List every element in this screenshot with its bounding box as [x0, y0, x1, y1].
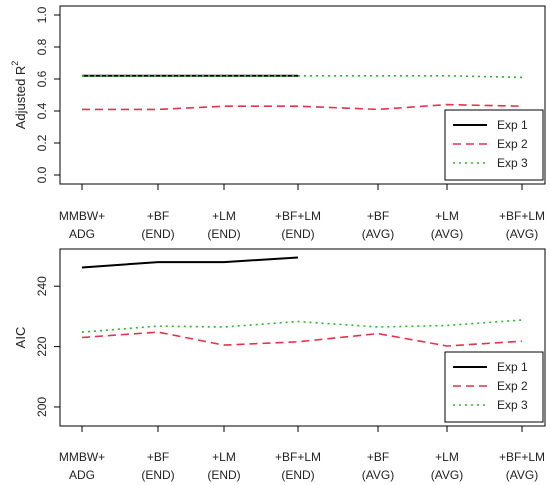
x-tick-label: +BF	[147, 209, 169, 223]
x-tick-label: +BF+LM	[499, 209, 545, 223]
x-tick-label: MMBW+	[59, 450, 105, 464]
x-tick-label-line2: (AVG)	[506, 227, 538, 241]
x-tick-label-line2: (AVG)	[506, 468, 538, 482]
series-line-exp-2	[81, 331, 523, 347]
x-tick-label-line2: (AVG)	[362, 227, 394, 241]
x-tick-label-line2: (END)	[207, 468, 240, 482]
plot-frame	[59, 248, 546, 427]
y-tick-label: 1.0	[35, 6, 49, 23]
x-tick-label-line2: ADG	[69, 468, 95, 482]
x-tick-label: +LM	[212, 209, 236, 223]
x-tick-label-line2: (END)	[141, 227, 174, 241]
y-tick-label: 240	[35, 276, 49, 296]
x-tick-label-line2: (END)	[281, 227, 314, 241]
y-axis-title-text: Adjusted R	[13, 66, 28, 130]
x-tick-label-line2: ADG	[69, 227, 95, 241]
x-tick-label: +BF+LM	[499, 450, 545, 464]
y-axis-title-text: AIC	[13, 327, 28, 349]
y-tick-label: 0.6	[35, 70, 49, 87]
y-tick-label: 200	[35, 397, 49, 417]
chart-panel-1: 0.0 0.2 0.4 0.6 0.8 1.0 Adjusted R2 MMBW+ ADG +BF…	[10, 5, 546, 241]
x-tick-label-line2: (AVG)	[431, 468, 463, 482]
x-tick-label: MMBW+	[59, 209, 105, 223]
x-tick-label: +BF	[147, 450, 169, 464]
x-tick-label: +BF+LM	[275, 209, 321, 223]
plot-frame	[59, 5, 546, 185]
legend-label: Exp 3	[497, 398, 528, 412]
series-line-exp-2	[82, 103, 523, 111]
x-tick-label: +BF	[367, 450, 389, 464]
x-tick-label: +LM	[435, 450, 459, 464]
y-axis-title: Adjusted R2	[10, 61, 28, 130]
x-tick-label: +BF+LM	[275, 450, 321, 464]
legend-box	[444, 109, 544, 181]
x-tick-label: +LM	[212, 450, 236, 464]
y-axis-title-superscript: 2	[10, 61, 20, 66]
x-tick-label-line2: (AVG)	[431, 227, 463, 241]
y-tick-label: 0.2	[35, 134, 49, 151]
legend: Exp 1 Exp 2 Exp 3	[444, 351, 544, 423]
y-tick-label: 0.4	[35, 102, 49, 119]
x-tick-label-line2: (END)	[141, 468, 174, 482]
legend: Exp 1 Exp 2 Exp 3	[444, 109, 544, 181]
y-tick-label: 0.8	[35, 38, 49, 55]
y-axis-title: AIC	[13, 327, 28, 349]
chart-panel-2: 200220240AICMMBW+ADG+BF(END)+LM(END)+BF+…	[13, 248, 546, 482]
x-tick-label-line2: (END)	[281, 468, 314, 482]
legend-box	[444, 351, 544, 423]
x-tick-label: +LM	[435, 209, 459, 223]
x-tick-label: +BF	[367, 209, 389, 223]
series-line-exp-3	[82, 75, 523, 79]
legend-label: Exp 3	[497, 156, 528, 170]
legend-label: Exp 1	[497, 118, 528, 132]
y-tick-label: 220	[35, 336, 49, 356]
series-line-exp-1	[81, 256, 299, 269]
legend-label: Exp 2	[497, 137, 528, 151]
y-tick-label: 0.0	[35, 166, 49, 183]
series-line-exp-3	[81, 319, 523, 333]
legend-label: Exp 2	[497, 379, 528, 393]
x-tick-label-line2: (END)	[207, 227, 240, 241]
x-tick-label-line2: (AVG)	[362, 468, 394, 482]
legend-label: Exp 1	[497, 360, 528, 374]
